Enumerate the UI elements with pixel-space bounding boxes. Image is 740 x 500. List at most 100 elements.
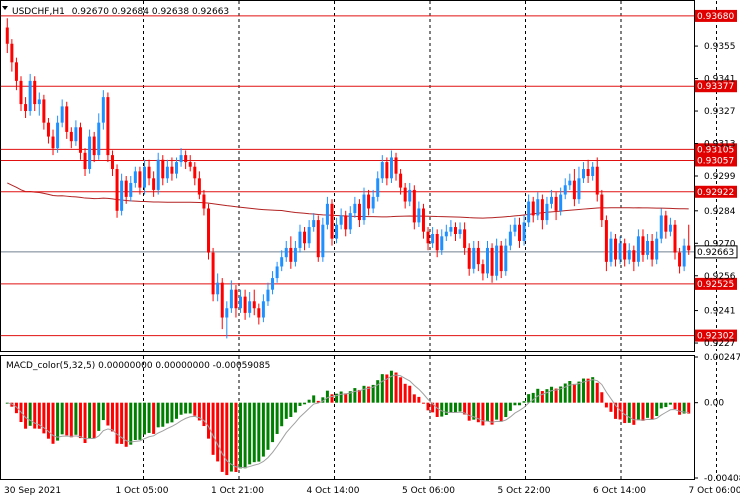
macd-bar [188,402,192,414]
macd-bar [481,402,485,426]
candle-body [655,238,659,260]
candle-body [467,247,471,269]
macd-bar [490,402,494,425]
candle-body [19,80,23,105]
macd-bar [687,402,691,414]
ma-line [7,182,689,219]
candle-body [78,127,82,153]
candle-body [371,196,375,209]
macd-bar [568,381,572,403]
macd-bar [641,402,645,421]
macd-bar [184,402,188,414]
macd-bar [344,393,348,403]
macd-bar [348,391,352,403]
candle-body [668,224,672,232]
candle-body [440,236,444,251]
candle-body [51,136,55,149]
candle-body [399,173,403,188]
candle-body [367,194,371,209]
collapse-arrow-icon[interactable] [2,6,8,10]
macd-bar [449,402,453,413]
candle-body [280,257,284,267]
candle-body [609,238,613,262]
macd-bar [353,388,357,403]
macd-bar [591,377,595,403]
candle-body [481,264,485,274]
macd-label: MACD_color(5,32,5) 0.00000000 0.00000000… [6,361,270,371]
candle-body [188,162,192,167]
macd-bar [307,399,311,403]
candle-body [550,196,554,204]
candle-body [650,240,654,260]
price-tick-label: 0.9227 [704,339,736,349]
macd-bar [421,402,425,404]
macd-bar [453,402,457,413]
candle-body [207,208,211,253]
macd-bar [467,402,471,421]
macd-bar [298,402,302,406]
macd-bar [275,402,279,434]
macd-bar [88,402,92,439]
macd-bar [495,402,499,420]
macd-bar [42,402,46,434]
macd-bar [101,402,105,421]
price-level-tag [695,185,737,198]
macd-axis: 0.0024771 0.00 -0.0040844 [694,353,740,484]
candle-body [339,215,343,225]
time-label: 6 Oct 14:00 [593,486,646,496]
candle-body [495,245,499,276]
macd-bar [229,402,233,472]
macd-bar [513,402,517,406]
candle-body [220,282,224,318]
macd-bar [106,402,110,426]
candle-body [133,171,137,183]
candle-body [248,301,252,313]
macd-bar [367,386,371,403]
macd-bar [24,402,28,429]
macd-bar [193,402,197,416]
macd-bar [380,374,384,403]
candle-body [357,203,361,221]
macd-bar [147,402,151,433]
candle-body [582,169,586,179]
macd-bar [197,402,201,421]
macd-bar [472,402,476,420]
macd-bar [614,402,618,419]
macd-bar [431,402,435,413]
macd-bar [243,402,247,469]
macd-histogram [5,370,691,476]
candle-body [641,236,645,255]
candle-body [101,97,105,123]
macd-bar [65,402,69,436]
macd-bar [161,402,165,427]
macd-bar [248,402,252,465]
moving-average [7,182,689,219]
candle-body [385,162,389,179]
candle-body [65,106,69,132]
candle-body [289,247,293,262]
candle-body [536,199,540,216]
candle-body [449,227,453,232]
macd-bar [280,402,284,427]
macd-bar [33,402,37,429]
macd-bar [504,402,508,418]
candle-body [673,224,677,253]
candle-body [453,227,457,234]
macd-bar [440,402,444,417]
macd-bar [463,402,467,415]
candle-body [577,178,581,200]
price-level-tag [695,80,737,93]
candle-body [568,180,572,186]
candle-body [504,245,508,272]
macd-bar [138,402,142,440]
macd-bar [92,402,96,439]
candle-body [678,252,682,267]
macd-bar [399,377,403,403]
macd-bar [239,402,243,469]
macd-bar [476,402,480,423]
price-level-tag-label: 0.93105 [697,145,734,155]
candle-body [636,236,640,262]
vertical-gridlines [143,1,717,351]
candle-body [540,199,544,221]
